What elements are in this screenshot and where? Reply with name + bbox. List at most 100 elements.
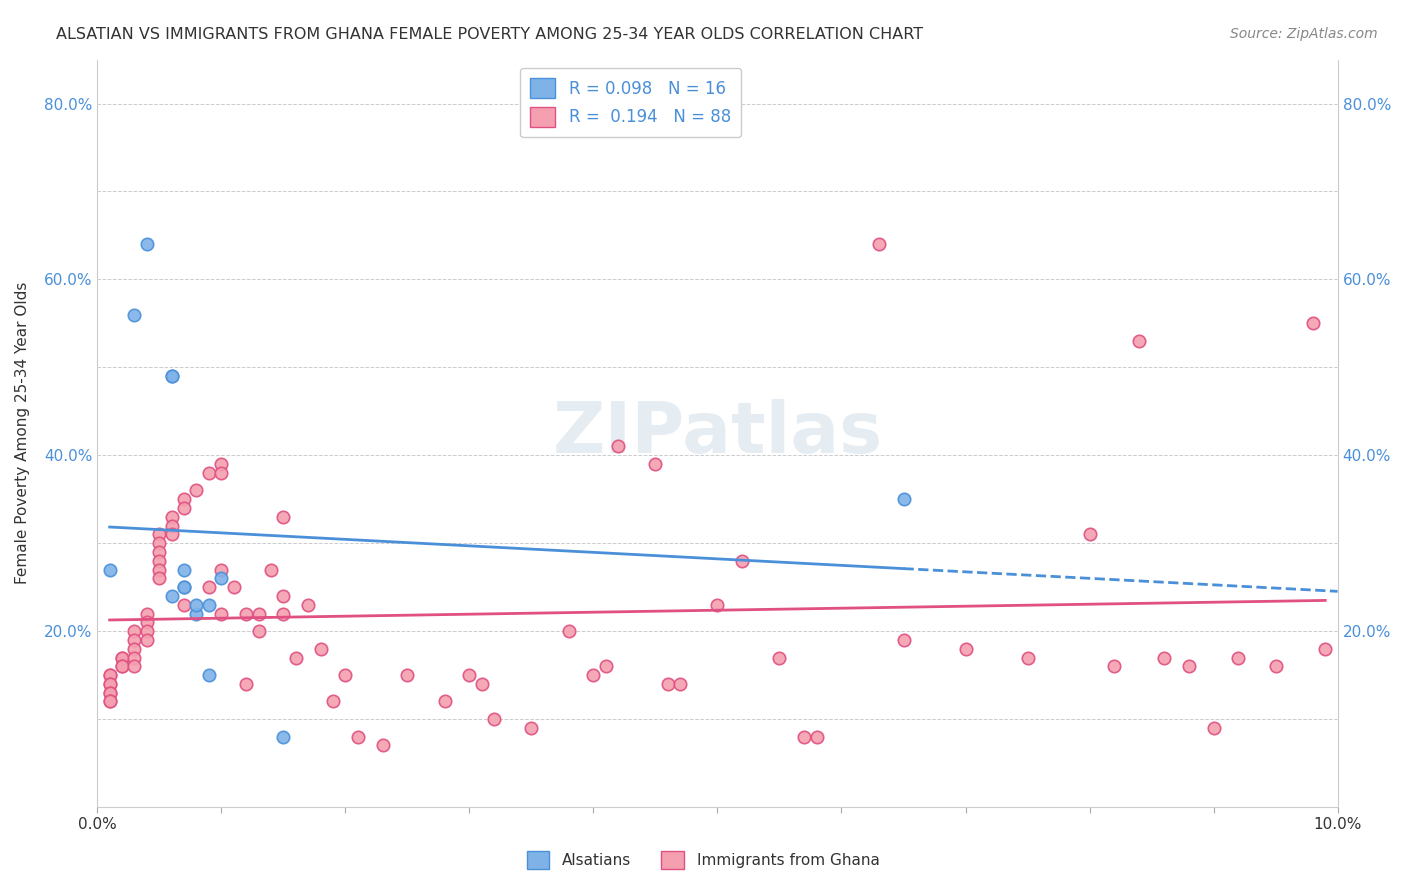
Point	[98, 677, 121, 691]
Point	[1315, 641, 1337, 656]
Point	[135, 632, 157, 647]
Point	[111, 659, 134, 673]
Point	[124, 632, 146, 647]
Point	[173, 580, 195, 594]
Point	[1153, 650, 1175, 665]
Point	[284, 650, 307, 665]
Point	[222, 580, 245, 594]
Point	[111, 650, 134, 665]
Point	[309, 641, 332, 656]
Point	[98, 668, 121, 682]
Point	[124, 650, 146, 665]
Point	[1104, 659, 1126, 673]
Point	[595, 659, 617, 673]
Point	[433, 694, 456, 708]
Point	[186, 483, 208, 498]
Point	[471, 677, 494, 691]
Point	[124, 624, 146, 639]
Point	[148, 536, 170, 550]
Point	[271, 509, 294, 524]
Point	[198, 466, 221, 480]
Point	[173, 598, 195, 612]
Point	[173, 580, 195, 594]
Point	[607, 440, 630, 454]
Point	[148, 527, 170, 541]
Point	[768, 650, 790, 665]
Point	[98, 563, 121, 577]
Point	[160, 589, 183, 603]
Point	[371, 739, 394, 753]
Point	[793, 730, 815, 744]
Point	[482, 712, 505, 726]
Point	[235, 677, 257, 691]
Point	[271, 607, 294, 621]
Point	[98, 668, 121, 682]
Point	[955, 641, 977, 656]
Point	[893, 492, 915, 507]
Point	[160, 369, 183, 384]
Point	[160, 509, 183, 524]
Point	[98, 677, 121, 691]
Point	[160, 527, 183, 541]
Point	[868, 237, 890, 252]
Point	[657, 677, 679, 691]
Point	[209, 571, 232, 585]
Point	[135, 607, 157, 621]
Point	[458, 668, 481, 682]
Point	[198, 580, 221, 594]
Point	[111, 659, 134, 673]
Point	[198, 668, 221, 682]
Point	[124, 659, 146, 673]
Point	[260, 563, 283, 577]
Point	[247, 624, 270, 639]
Point	[1178, 659, 1201, 673]
Point	[198, 598, 221, 612]
Point	[582, 668, 605, 682]
Point	[98, 686, 121, 700]
Point	[247, 607, 270, 621]
Legend: Alsatians, Immigrants from Ghana: Alsatians, Immigrants from Ghana	[520, 845, 886, 875]
Point	[1128, 334, 1150, 348]
Point	[1017, 650, 1039, 665]
Point	[135, 624, 157, 639]
Point	[669, 677, 692, 691]
Point	[173, 501, 195, 516]
Point	[111, 650, 134, 665]
Point	[209, 457, 232, 471]
Point	[160, 518, 183, 533]
Point	[346, 730, 368, 744]
Point	[557, 624, 579, 639]
Point	[209, 563, 232, 577]
Point	[1202, 721, 1225, 735]
Point	[98, 686, 121, 700]
Point	[520, 721, 543, 735]
Point	[806, 730, 828, 744]
Legend: R = 0.098   N = 16, R =  0.194   N = 88: R = 0.098 N = 16, R = 0.194 N = 88	[520, 68, 741, 137]
Point	[297, 598, 319, 612]
Point	[148, 554, 170, 568]
Point	[731, 554, 754, 568]
Point	[209, 466, 232, 480]
Point	[148, 545, 170, 559]
Point	[644, 457, 666, 471]
Point	[1302, 317, 1324, 331]
Point	[186, 598, 208, 612]
Point	[322, 694, 344, 708]
Point	[98, 694, 121, 708]
Point	[173, 492, 195, 507]
Point	[148, 571, 170, 585]
Text: ZIPatlas: ZIPatlas	[553, 399, 883, 467]
Point	[209, 607, 232, 621]
Point	[135, 237, 157, 252]
Point	[706, 598, 728, 612]
Point	[396, 668, 419, 682]
Point	[893, 632, 915, 647]
Point	[148, 563, 170, 577]
Point	[124, 641, 146, 656]
Point	[1078, 527, 1101, 541]
Point	[335, 668, 357, 682]
Point	[235, 607, 257, 621]
Point	[1227, 650, 1250, 665]
Point	[271, 589, 294, 603]
Point	[173, 563, 195, 577]
